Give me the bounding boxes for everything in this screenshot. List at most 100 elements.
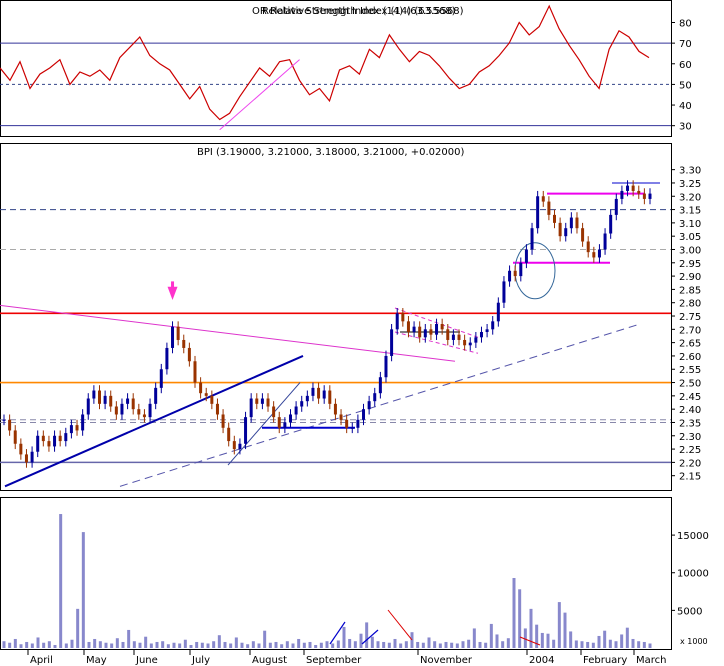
volume-bar: [268, 642, 272, 648]
volume-bar: [512, 578, 516, 648]
price-bar-body: [553, 214, 557, 223]
price-y-tick-label: 2.70: [679, 325, 701, 336]
volume-trend-up-2: [361, 629, 379, 645]
volume-trend-down-2: [519, 636, 541, 646]
price-bar-body: [440, 324, 444, 330]
price-bar-body: [266, 398, 270, 407]
volume-bar: [438, 643, 442, 648]
volume-bar: [246, 644, 250, 648]
volume-bar: [501, 641, 505, 648]
volume-bar: [472, 628, 476, 648]
rsi-y-tick-label: 30: [679, 122, 692, 133]
volume-bar: [155, 641, 159, 648]
price-bar-body: [485, 329, 489, 332]
volume-bar: [637, 641, 641, 648]
volume-panel: 15000 10000 5000: [2, 514, 709, 648]
price-bar-body: [603, 233, 607, 250]
volume-bar: [291, 643, 295, 648]
volume-bar: [467, 639, 471, 648]
x-tick-label: April: [30, 655, 53, 666]
price-bar-body: [513, 270, 517, 277]
price-bar-body: [120, 403, 124, 415]
volume-bar: [382, 641, 386, 648]
volume-bar: [115, 638, 119, 648]
price-bar-body: [294, 406, 298, 415]
price-bar-body: [311, 387, 315, 396]
price-bar-body: [210, 395, 214, 404]
price-bar-body: [378, 377, 382, 394]
volume-bar: [195, 641, 199, 648]
x-tick-label: July: [191, 655, 210, 666]
volume-bar: [2, 641, 6, 648]
price-y-tick-label: 2.80: [679, 299, 701, 310]
volume-bar: [234, 637, 238, 648]
price-bar-body: [524, 249, 528, 263]
volume-bar: [217, 635, 221, 648]
price-bar-body: [406, 321, 410, 332]
price-bar-body: [75, 425, 79, 431]
price-bar-body: [64, 433, 68, 442]
volume-bar: [144, 636, 148, 648]
rsi-title-overlap: Relative Strength Index (14) (63.5568): [262, 6, 456, 17]
trendline-thin: [227, 382, 301, 466]
price-bar-body: [36, 435, 40, 452]
rsi-title: OR Relative Strength Index (14) (63.5568…: [252, 6, 464, 17]
volume-bar: [546, 633, 550, 648]
volume-bar: [484, 642, 488, 648]
price-bar-body: [322, 390, 326, 399]
volume-bar: [229, 643, 233, 648]
volume-bar: [127, 629, 131, 648]
price-bar-body: [536, 196, 540, 229]
rsi-panel: 30 40 50 60 70 80: [0, 4, 692, 133]
price-bar-body: [53, 435, 57, 447]
volume-bar: [8, 642, 12, 648]
price-bar-body: [215, 403, 219, 415]
price-bar-body: [575, 217, 579, 229]
volume-bar: [399, 643, 403, 648]
price-bar-body: [199, 382, 203, 394]
price-bar-body: [86, 398, 90, 415]
price-bar-body: [345, 419, 349, 428]
volume-bar: [535, 624, 539, 648]
price-bar-body: [193, 361, 197, 383]
rsi-trend-segment: [219, 59, 300, 131]
volume-bar: [172, 642, 176, 648]
volume-bar: [359, 633, 363, 648]
price-bar-body: [333, 403, 337, 415]
volume-bar: [59, 514, 63, 648]
volume-bar: [455, 643, 459, 648]
rsi-y-tick-label: 40: [679, 101, 692, 112]
volume-bar: [518, 589, 522, 648]
price-bar-body: [171, 326, 175, 348]
price-y-tick-label: 2.35: [679, 418, 701, 429]
volume-bar: [263, 630, 267, 648]
volume-bar: [19, 644, 23, 648]
x-tick-label: 2004: [529, 655, 554, 666]
volume-bar: [110, 643, 114, 648]
volume-bar: [603, 630, 607, 648]
volume-bar: [625, 627, 629, 648]
volume-bar: [642, 641, 646, 648]
price-bar-body: [474, 337, 478, 343]
price-bar-body: [8, 419, 12, 431]
volume-bar: [121, 641, 125, 648]
volume-bar: [325, 641, 329, 648]
x-axis: April May June July August September November 2…: [27, 650, 666, 666]
price-bar-body: [142, 414, 146, 418]
volume-bar: [370, 636, 374, 648]
rsi-series-line: [0, 4, 650, 121]
volume-bar: [540, 632, 544, 648]
volume-bar: [387, 642, 391, 648]
price-bar-body: [114, 406, 118, 415]
price-bar-body: [24, 454, 28, 463]
price-bar-body: [642, 193, 646, 199]
volume-bar: [178, 643, 182, 648]
price-bar-body: [283, 422, 287, 428]
price-bar-body: [176, 326, 180, 340]
volume-bar: [280, 644, 284, 648]
price-bar-body: [569, 217, 573, 229]
volume-bar: [30, 643, 34, 648]
volume-bar: [444, 641, 448, 648]
price-bar-body: [187, 347, 191, 362]
peak-marker-stem: [171, 281, 175, 288]
